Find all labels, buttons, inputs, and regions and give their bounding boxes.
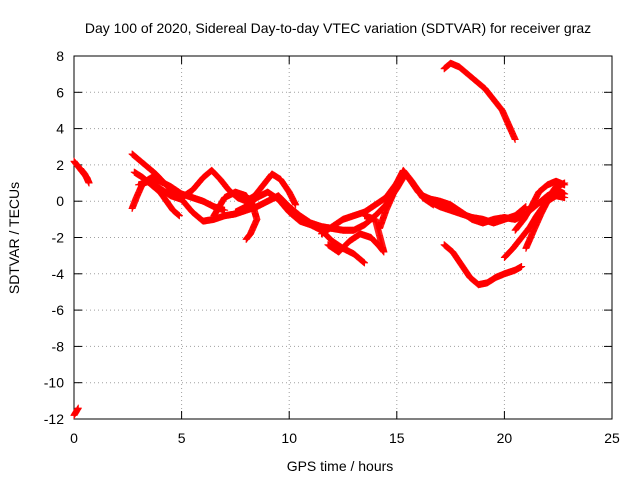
series-arc-13 — [440, 59, 519, 143]
series-arc-15 — [511, 177, 569, 234]
data-point — [175, 212, 183, 220]
series-arc-11 — [376, 166, 437, 232]
data-point — [518, 263, 526, 271]
x-tick-label: 25 — [604, 430, 620, 446]
y-axis: -12 -10 -8 -6 -4 -2 0 2 4 6 8 — [44, 48, 612, 427]
x-tick-label: 20 — [497, 430, 513, 446]
data-point — [76, 165, 84, 173]
series-arc-12 — [440, 241, 526, 289]
y-tick-label: 8 — [56, 48, 64, 64]
x-axis: 0 5 10 15 20 25 — [70, 56, 620, 446]
x-tick-label: 10 — [281, 430, 297, 446]
data-point — [242, 235, 250, 243]
x-tick-label: 5 — [178, 430, 186, 446]
y-tick-label: -4 — [52, 266, 65, 282]
data-point — [561, 181, 569, 189]
x-tick-label: 0 — [70, 430, 78, 446]
y-tick-label: 6 — [56, 84, 64, 100]
y-tick-label: 0 — [56, 193, 64, 209]
x-axis-title: GPS time / hours — [287, 458, 394, 474]
data-point — [511, 135, 519, 143]
series-arc-10 — [324, 212, 388, 256]
y-tick-label: -10 — [44, 375, 64, 391]
chart-title: Day 100 of 2020, Sidereal Day-to-day VTE… — [85, 20, 591, 36]
series-arc-1 — [70, 157, 93, 187]
data-point — [429, 201, 437, 209]
y-tick-label: -12 — [44, 411, 64, 427]
y-tick-label: 4 — [56, 121, 64, 137]
series-arc-2 — [70, 404, 82, 419]
data-point — [74, 404, 82, 412]
y-axis-title: SDTVAR / TECUs — [6, 182, 22, 294]
data-point — [292, 201, 300, 209]
data-point — [361, 212, 369, 220]
y-tick-label: -6 — [52, 302, 65, 318]
data-point — [561, 194, 569, 202]
series-arc-7 — [210, 188, 261, 243]
data-point — [361, 259, 369, 267]
series-arc-16 — [522, 192, 569, 252]
x-tick-label: 15 — [389, 430, 405, 446]
y-tick-label: 2 — [56, 157, 64, 173]
y-tick-label: -2 — [52, 230, 65, 246]
y-tick-label: -8 — [52, 338, 65, 354]
data-series — [70, 59, 569, 419]
